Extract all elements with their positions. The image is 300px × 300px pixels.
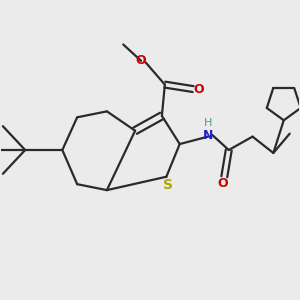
Text: H: H (204, 118, 213, 128)
Text: O: O (218, 177, 228, 190)
Text: S: S (163, 178, 173, 192)
Text: O: O (136, 54, 146, 67)
Text: N: N (203, 129, 214, 142)
Text: O: O (194, 82, 204, 96)
